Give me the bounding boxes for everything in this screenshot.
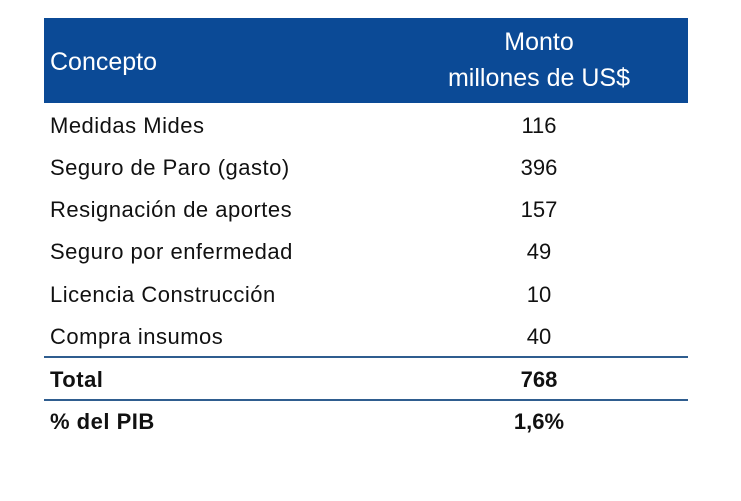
row-monto: 116 — [521, 113, 557, 138]
row-concepto: Compra insumos — [50, 324, 224, 349]
total-label: Total — [50, 367, 104, 392]
divider — [44, 399, 688, 401]
row-monto: 396 — [520, 155, 558, 180]
header-monto-line2: millones de US$ — [447, 64, 631, 92]
row-concepto: Licencia Construcción — [50, 282, 276, 307]
row-monto: 49 — [526, 239, 552, 264]
header-monto: Monto millones de US$ — [424, 24, 654, 96]
table-row: Resignación de aportes 157 — [44, 189, 688, 231]
pib-value: 1,6% — [513, 409, 565, 434]
divider — [44, 356, 688, 358]
row-monto: 157 — [520, 197, 558, 222]
pib-row: % del PIB 1,6% — [44, 401, 688, 443]
row-concepto: Seguro de Paro (gasto) — [50, 155, 290, 180]
table-row: Seguro de Paro (gasto) 396 — [44, 147, 688, 189]
row-monto: 10 — [526, 282, 552, 307]
table-header: Concepto Monto millones de US$ — [44, 18, 688, 103]
total-value: 768 — [520, 367, 558, 392]
row-concepto: Medidas Mides — [50, 113, 205, 138]
header-monto-line1: Monto — [504, 28, 574, 56]
table-row: Seguro por enfermedad 49 — [44, 231, 688, 273]
total-row: Total 768 — [44, 359, 688, 401]
pib-label: % del PIB — [50, 409, 155, 434]
table-row: Medidas Mides 116 — [44, 105, 688, 147]
row-concepto: Resignación de aportes — [50, 197, 293, 222]
row-concepto: Seguro por enfermedad — [50, 239, 293, 264]
header-concepto: Concepto — [50, 48, 158, 76]
table-row: Licencia Construcción 10 — [44, 274, 688, 316]
table-row: Compra insumos 40 — [44, 316, 688, 358]
row-monto: 40 — [526, 324, 552, 349]
